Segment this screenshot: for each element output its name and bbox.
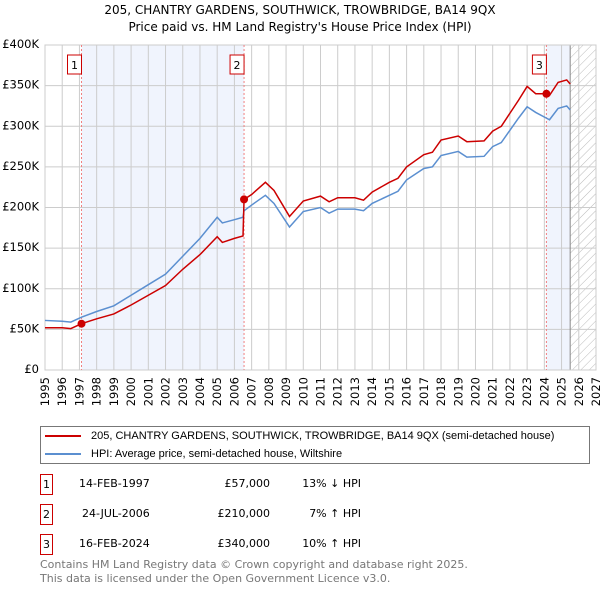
- legend-label-price: 205, CHANTRY GARDENS, SOUTHWICK, TROWBRI…: [91, 430, 555, 442]
- y-tick-label: £150K: [2, 240, 39, 254]
- x-tick-label: 2014: [365, 377, 379, 406]
- x-tick-label: 2026: [572, 377, 586, 406]
- y-tick-label: £50K: [10, 321, 40, 335]
- x-tick-label: 1998: [90, 377, 104, 406]
- x-tick-label: 2017: [417, 377, 431, 406]
- x-tick-label: 2003: [176, 377, 190, 406]
- x-tick-label: 1999: [107, 377, 121, 406]
- legend-swatch-price: [45, 435, 81, 437]
- sale-date: 14-FEB-1997: [79, 477, 150, 490]
- x-tick-label: 1997: [72, 377, 86, 406]
- x-tick-label: 2009: [279, 377, 293, 406]
- sale-label: 1: [71, 59, 78, 72]
- sale-badge: 2: [40, 504, 53, 525]
- sale-point: [542, 89, 551, 98]
- plot-border: [44, 44, 597, 371]
- x-tick-label: 2001: [141, 377, 155, 406]
- sale-label-box: [531, 54, 547, 75]
- x-tick-label: 2018: [434, 377, 448, 406]
- price-line: [45, 79, 571, 330]
- y-tick-label: £200K: [2, 200, 39, 214]
- hpi-line: [44, 105, 571, 323]
- sale-price: £340,000: [217, 537, 271, 550]
- x-tick-label: 2008: [262, 377, 276, 406]
- sale-hpi-diff: 7% ↑ HPI: [309, 507, 361, 520]
- y-tick-label: £100K: [2, 281, 39, 295]
- y-tick-label: £300K: [2, 118, 39, 132]
- legend: 205, CHANTRY GARDENS, SOUTHWICK, TROWBRI…: [40, 426, 590, 464]
- y-tick-label: £0: [24, 362, 39, 376]
- sale-badge: 3: [40, 534, 53, 555]
- sale-hpi-diff: 10% ↑ HPI: [302, 537, 361, 550]
- x-tick-label: 2012: [331, 377, 345, 406]
- sale-price: £57,000: [224, 477, 271, 490]
- x-tick-label: 2022: [503, 377, 517, 406]
- sale-hpi-diff: 13% ↓ HPI: [302, 477, 361, 490]
- x-tick-label: 2016: [400, 377, 414, 406]
- sale-price: £210,000: [217, 507, 271, 520]
- sale-label: 2: [234, 59, 241, 72]
- sale-date: 16-FEB-2024: [79, 537, 150, 550]
- sale-point: [240, 195, 249, 204]
- x-tick-label: 2023: [520, 377, 534, 406]
- x-tick-label: 2000: [124, 377, 138, 406]
- x-tick-label: 2021: [486, 377, 500, 406]
- legend-label-hpi: HPI: Average price, semi-detached house,…: [91, 448, 343, 460]
- price-chart: £0 £50K £100K £150K £200K £250K £300K £350K £400…: [2, 37, 600, 406]
- sale-label-box: [67, 54, 83, 75]
- footer-copyright: Contains HM Land Registry data © Crown c…: [40, 558, 468, 571]
- x-tick-label: 2004: [193, 377, 207, 406]
- y-tick-label: £350K: [2, 78, 39, 92]
- sale-badge: 1: [40, 474, 53, 495]
- chart-subtitle: Price paid vs. HM Land Registry's House …: [128, 20, 472, 34]
- x-tick-label: 2019: [451, 377, 465, 406]
- y-tick-label: £400K: [2, 37, 39, 51]
- x-tick-label: 2015: [382, 377, 396, 406]
- x-tick-label: 2005: [210, 377, 224, 406]
- legend-swatch-hpi: [45, 453, 81, 455]
- x-tick-label: 1996: [55, 377, 69, 406]
- x-tick-label: 2020: [468, 377, 482, 406]
- x-tick-label: 2002: [159, 377, 173, 406]
- chart-title: 205, CHANTRY GARDENS, SOUTHWICK, TROWBRI…: [104, 3, 496, 17]
- x-tick-label: 2025: [555, 377, 569, 406]
- x-tick-label: 2010: [296, 377, 310, 406]
- x-tick-label: 2007: [245, 377, 259, 406]
- x-tick-label: 2013: [348, 377, 362, 406]
- footer-licence: This data is licensed under the Open Gov…: [40, 572, 391, 585]
- sale-label-box: [229, 54, 245, 75]
- sale-point: [77, 319, 86, 328]
- sale-label: 3: [536, 59, 543, 72]
- x-tick-label: 2024: [537, 377, 551, 406]
- y-tick-label: £250K: [2, 159, 39, 173]
- x-tick-label: 1995: [38, 377, 52, 406]
- footer: Contains HM Land Registry data © Crown c…: [40, 558, 468, 586]
- sale-date: 24-JUL-2006: [82, 507, 150, 520]
- x-tick-label: 2006: [227, 377, 241, 406]
- x-tick-label: 2027: [589, 377, 600, 406]
- x-tick-label: 2011: [314, 377, 328, 406]
